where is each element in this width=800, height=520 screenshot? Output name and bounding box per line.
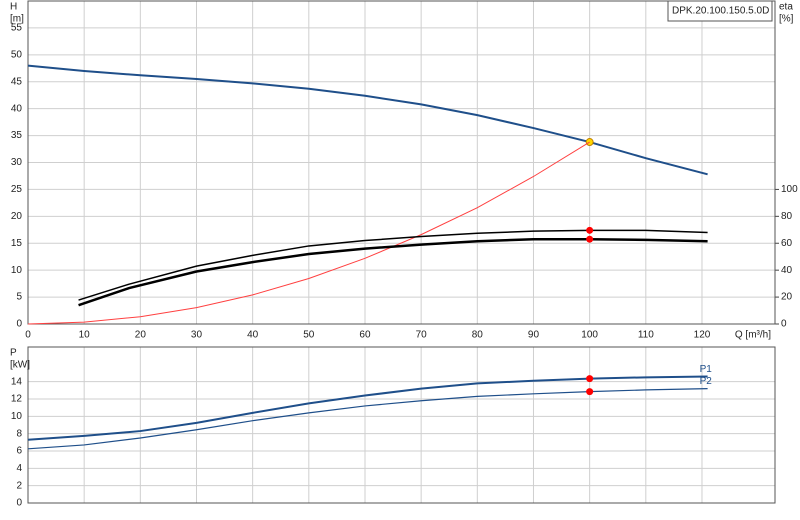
duty-point [586,388,594,396]
x-tick-label: 90 [528,330,540,341]
series-line [78,229,708,301]
y-tick-label: 45 [11,76,23,87]
y-tick-label: 15 [11,238,23,249]
y2-tick-label: 80 [781,211,793,222]
y-tick-label: 5 [16,292,22,303]
y-tick-label: 8 [16,428,22,439]
y-tick-label: 2 [16,480,22,491]
y-axis-label: [kW] [10,360,30,371]
y-tick-label: 10 [11,265,23,276]
y-tick-label: 55 [11,23,23,34]
duty-point [586,375,594,383]
duty-point [586,226,594,234]
y-axis-label: H [10,2,17,13]
y2-tick-label: 60 [781,238,793,249]
x-tick-label: 110 [638,330,654,341]
y-tick-label: 12 [11,394,23,405]
title-box [667,0,773,22]
duty-point [585,138,594,147]
y-tick-label: 10 [11,411,23,422]
x-tick-label: 60 [359,330,371,341]
duty-point [586,235,594,243]
x-tick-label: 0 [25,330,31,341]
series-line [27,141,590,325]
x-tick-label: 100 [581,330,598,341]
y2-axis-label: [%] [779,14,794,25]
x-tick-label: 20 [135,330,147,341]
y-tick-label: 20 [11,211,23,222]
chart-title: DPK.20.100.150.5.0D [672,6,769,17]
y-tick-label: 14 [11,376,23,387]
y2-tick-label: 100 [781,184,798,195]
plot-frame [27,346,776,504]
y-tick-label: 35 [11,130,23,141]
y-tick-label: 4 [16,463,22,474]
x-tick-label: 30 [191,330,203,341]
y-tick-label: 0 [16,498,22,509]
y2-tick-label: 40 [781,265,793,276]
y-tick-label: 30 [11,157,23,168]
x-tick-label: 50 [303,330,315,341]
x-tick-label: 80 [472,330,484,341]
x-axis-label: Q [m³/h] [735,330,771,341]
series-label: P2 [700,376,713,387]
series-line [78,237,708,307]
y-tick-label: 25 [11,184,23,195]
y2-axis-label: eta [779,2,793,13]
x-tick-label: 40 [247,330,259,341]
x-tick-label: 120 [694,330,711,341]
plot-frame [27,0,776,325]
series-label: P1 [700,364,713,375]
y-axis-label: P [10,348,17,359]
y-axis-label: [m] [10,14,24,25]
x-tick-label: 10 [79,330,91,341]
y-tick-label: 6 [16,446,22,457]
y-tick-label: 50 [11,49,23,60]
y-tick-label: 40 [11,103,23,114]
y2-tick-label: 0 [781,319,787,330]
y-tick-label: 0 [16,319,22,330]
x-tick-label: 70 [416,330,428,341]
y2-tick-label: 20 [781,292,793,303]
